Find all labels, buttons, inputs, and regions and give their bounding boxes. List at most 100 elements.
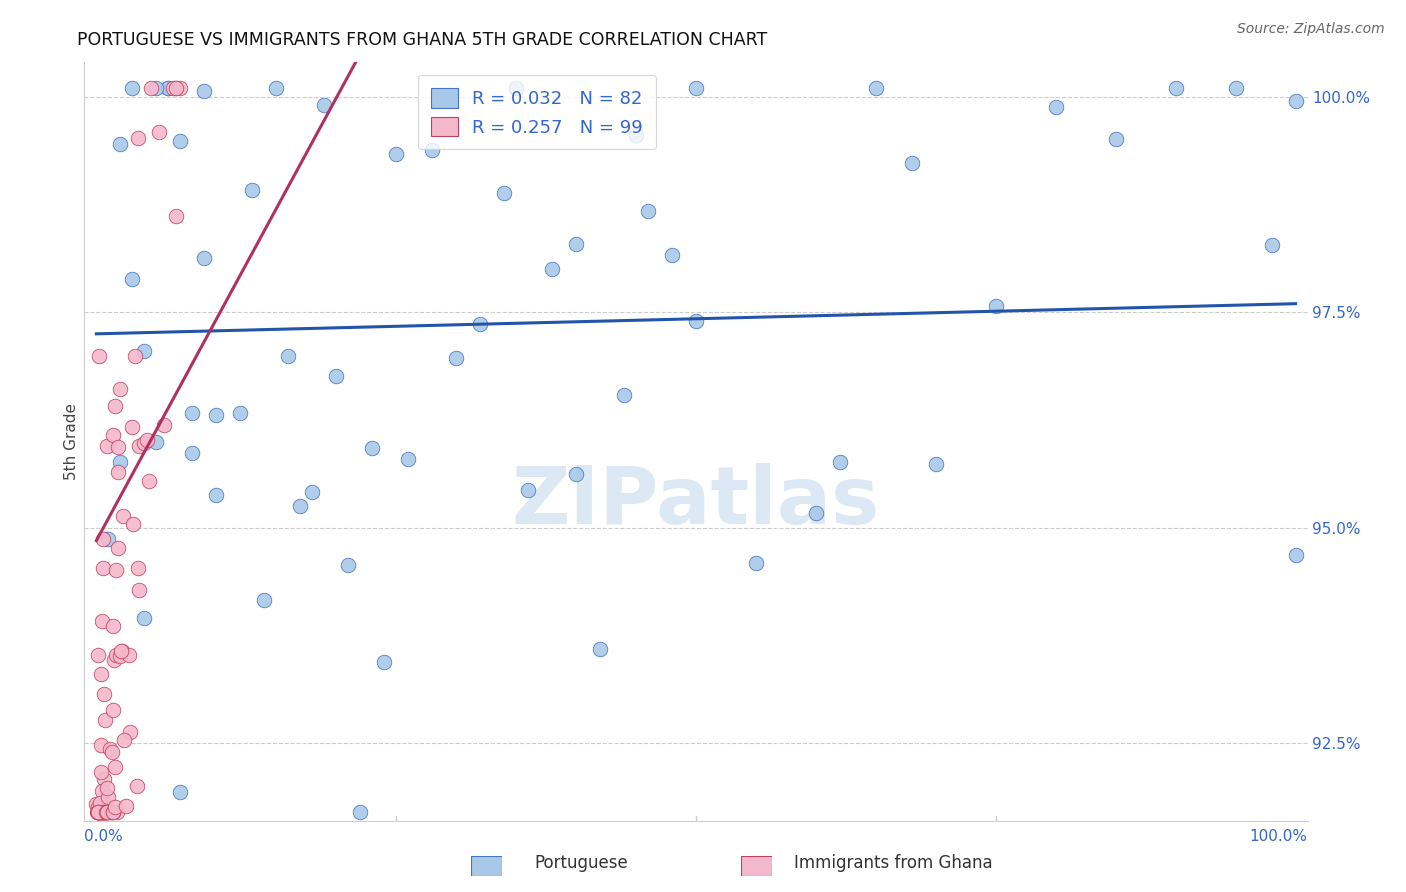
Point (804, 506, 827, 520)
Point (624, 128, 647, 142)
Point (100, 805, 122, 819)
Point (984, 299, 1007, 313)
Point (685, 314, 707, 328)
Point (105, 805, 128, 819)
Point (613, 387, 636, 401)
Point (103, 427, 125, 442)
Point (107, 465, 129, 479)
Point (661, 248, 683, 262)
Point (361, 441, 384, 455)
Point (565, 467, 588, 482)
Point (145, 435, 167, 450)
Point (97, 805, 120, 819)
Point (128, 439, 150, 453)
Text: Immigrants from Ghana: Immigrants from Ghana (794, 855, 993, 872)
Point (87, 805, 110, 819)
Point (94, 805, 117, 819)
Point (89, 738, 111, 752)
Point (277, 349, 299, 363)
Point (105, 563, 128, 577)
Point (94, 713, 117, 727)
Point (94, 805, 117, 819)
Point (91, 615, 114, 629)
Point (87, 648, 110, 663)
Point (127, 561, 149, 575)
Point (157, 81, 180, 95)
Point (685, 81, 707, 95)
Legend: R = 0.032   N = 82, R = 0.257   N = 99: R = 0.032 N = 82, R = 0.257 N = 99 (418, 75, 655, 149)
Point (153, 418, 176, 433)
Point (134, 343, 156, 358)
Point (1260, 237, 1282, 252)
Text: ZIPatlas: ZIPatlas (512, 463, 880, 541)
Point (107, 440, 129, 454)
Point (104, 759, 127, 773)
Point (107, 541, 129, 555)
Point (118, 725, 141, 739)
Point (101, 805, 124, 819)
Point (290, 499, 312, 513)
Point (181, 445, 204, 459)
Point (505, 81, 527, 95)
Point (1105, 132, 1128, 146)
Point (494, 186, 516, 201)
Point (94, 805, 117, 819)
Point (91, 805, 114, 819)
Point (91, 805, 114, 819)
Point (103, 703, 125, 717)
Point (93, 772, 115, 786)
Point (104, 648, 127, 663)
Point (90, 805, 112, 819)
Point (87, 349, 110, 363)
Point (157, 81, 180, 95)
Point (264, 81, 287, 95)
Point (87, 805, 110, 819)
Point (229, 406, 252, 420)
Point (90, 784, 112, 798)
Point (97, 533, 120, 547)
Point (121, 420, 143, 434)
Point (181, 406, 204, 420)
Point (87, 805, 110, 819)
Point (193, 84, 215, 98)
Point (93, 805, 115, 819)
Point (96, 780, 118, 795)
Point (1284, 94, 1306, 108)
Point (135, 433, 157, 447)
Point (96, 805, 118, 819)
Point (124, 349, 146, 363)
Point (125, 779, 148, 793)
Point (165, 209, 187, 223)
Point (385, 147, 408, 161)
Point (91, 805, 114, 819)
Point (86, 797, 108, 812)
Point (145, 81, 167, 95)
Point (205, 408, 228, 422)
Point (94, 805, 117, 819)
Point (1284, 548, 1306, 562)
Point (240, 183, 263, 197)
Point (91, 805, 114, 819)
Point (101, 618, 124, 632)
Point (90, 764, 112, 779)
Point (87, 805, 110, 819)
Point (87, 805, 110, 819)
Point (865, 81, 887, 95)
Point (122, 516, 145, 531)
Point (589, 641, 612, 656)
Point (541, 261, 564, 276)
Text: PORTUGUESE VS IMMIGRANTS FROM GHANA 5TH GRADE CORRELATION CHART: PORTUGUESE VS IMMIGRANTS FROM GHANA 5TH … (77, 31, 768, 49)
Point (205, 488, 228, 502)
Point (828, 455, 851, 469)
Point (93, 687, 115, 701)
Point (165, 81, 187, 95)
Point (169, 135, 191, 149)
Point (90, 805, 112, 819)
Text: Source: ZipAtlas.com: Source: ZipAtlas.com (1237, 22, 1385, 37)
Point (100, 805, 122, 819)
Point (97, 789, 120, 804)
Point (87, 805, 110, 819)
Point (325, 369, 347, 384)
Point (565, 236, 588, 251)
Point (93, 805, 115, 819)
